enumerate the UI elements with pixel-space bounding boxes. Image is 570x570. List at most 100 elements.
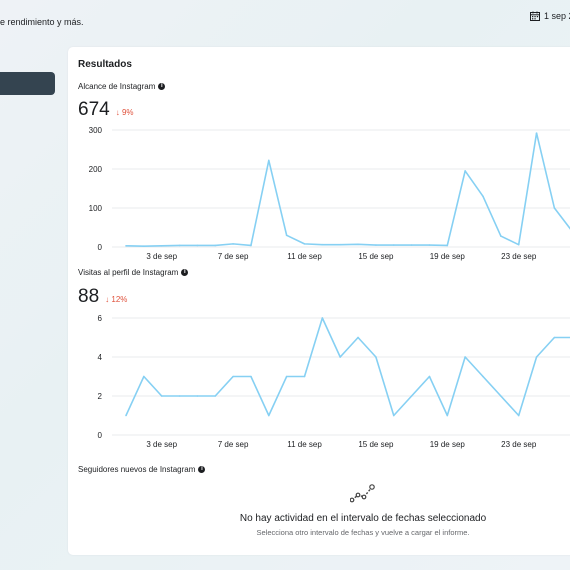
data-point bbox=[178, 395, 181, 397]
followers-label-row: Seguidores nuevos de Instagram i bbox=[78, 465, 206, 474]
data-point bbox=[464, 170, 466, 172]
visits-chart: 0 2 4 6 3 de sep 7 de sep 11 de sep 15 de sep 19… bbox=[98, 314, 570, 449]
followers-label: Seguidores nuevos de Instagram bbox=[78, 465, 196, 474]
empty-state-title: No hay actividad en el intervalo de fech… bbox=[239, 513, 487, 524]
data-point bbox=[125, 245, 127, 247]
data-point bbox=[232, 243, 234, 245]
y-tick-label: 200 bbox=[89, 165, 103, 174]
x-tick-label: 15 de sep bbox=[358, 440, 394, 449]
data-point bbox=[482, 195, 484, 198]
x-tick-label: 23 de sep bbox=[501, 440, 537, 449]
data-point bbox=[535, 356, 538, 358]
y-tick-label: 0 bbox=[98, 431, 103, 440]
visits-value: 88 bbox=[78, 286, 100, 307]
data-point bbox=[143, 375, 145, 378]
data-point bbox=[464, 356, 466, 358]
data-point bbox=[375, 356, 377, 358]
x-tick-label: 19 de sep bbox=[430, 252, 466, 261]
reach-delta-value: 9% bbox=[121, 108, 134, 117]
data-point bbox=[553, 207, 556, 209]
data-point bbox=[214, 244, 217, 247]
x-tick-label: 7 de sep bbox=[218, 252, 249, 261]
data-point bbox=[214, 395, 217, 397]
data-point bbox=[410, 395, 413, 397]
data-point bbox=[500, 395, 502, 397]
y-tick-label: 2 bbox=[98, 392, 103, 401]
data-point bbox=[143, 245, 145, 248]
data-point bbox=[375, 244, 377, 246]
info-icon[interactable]: i bbox=[198, 466, 206, 473]
data-point bbox=[339, 356, 342, 358]
reach-chart: 0 100 200 300 3 de sep 7 de sep 11 de sep 15 de… bbox=[89, 126, 570, 261]
results-title: Resultados bbox=[78, 59, 132, 70]
data-point bbox=[553, 336, 556, 339]
data-point bbox=[250, 244, 252, 247]
x-tick-label: 19 de sep bbox=[430, 440, 466, 449]
data-point bbox=[125, 414, 127, 417]
info-icon[interactable]: i bbox=[181, 269, 189, 276]
sidebar-selected-item[interactable] bbox=[0, 72, 55, 95]
y-tick-label: 300 bbox=[89, 126, 103, 135]
y-tick-label: 0 bbox=[98, 243, 103, 252]
data-point bbox=[446, 244, 449, 247]
data-point bbox=[268, 159, 270, 162]
y-tick-label: 4 bbox=[98, 353, 103, 362]
data-point bbox=[303, 243, 306, 245]
data-point bbox=[321, 317, 324, 319]
info-icon[interactable]: i bbox=[158, 83, 166, 90]
data-point bbox=[339, 243, 342, 246]
visits-delta: ↓ 12% bbox=[105, 295, 128, 304]
date-range-picker[interactable]: 1 sep 2 bbox=[530, 11, 570, 21]
data-point bbox=[357, 243, 359, 246]
data-point bbox=[285, 375, 288, 378]
visits-value-row: 88 ↓ 12% bbox=[78, 286, 127, 308]
visits-label: Visitas al perfil de Instagram bbox=[78, 268, 179, 277]
x-tick-label: 23 de sep bbox=[501, 252, 537, 261]
trend-line-icon bbox=[350, 484, 375, 503]
x-tick-label: 3 de sep bbox=[146, 440, 177, 449]
reach-value-row: 674 ↓ 9% bbox=[78, 99, 134, 121]
data-point bbox=[196, 395, 199, 397]
x-tick-label: 11 de sep bbox=[287, 252, 322, 261]
y-tick-label: 6 bbox=[98, 314, 103, 323]
data-point bbox=[303, 375, 306, 378]
data-point bbox=[285, 234, 288, 237]
series-line bbox=[125, 317, 570, 417]
data-point bbox=[268, 414, 270, 417]
reach-label: Alcance de Instagram bbox=[78, 82, 156, 91]
x-tick-label: 3 de sep bbox=[146, 252, 177, 261]
data-point bbox=[196, 244, 199, 247]
data-point bbox=[357, 336, 359, 339]
data-point bbox=[250, 375, 252, 378]
series-line bbox=[125, 132, 570, 248]
visits-delta-value: 12% bbox=[111, 295, 128, 304]
data-point bbox=[232, 375, 234, 378]
data-point bbox=[446, 414, 449, 417]
x-tick-label: 15 de sep bbox=[358, 252, 394, 261]
data-point bbox=[517, 243, 520, 246]
x-tick-label: 7 de sep bbox=[218, 440, 249, 449]
data-point bbox=[160, 245, 163, 247]
y-tick-label: 100 bbox=[89, 204, 103, 213]
empty-state-subtitle: Selecciona otro intervalo de fechas y vu… bbox=[256, 528, 470, 537]
x-tick-label: 11 de sep bbox=[287, 440, 322, 449]
data-point bbox=[392, 414, 395, 417]
reach-value: 674 bbox=[78, 99, 110, 120]
data-point bbox=[482, 375, 484, 378]
data-point bbox=[500, 235, 502, 237]
date-range-label: 1 sep 2 bbox=[544, 11, 570, 21]
data-point bbox=[517, 414, 520, 417]
visits-label-row: Visitas al perfil de Instagram i bbox=[78, 268, 189, 277]
reach-label-row: Alcance de Instagram i bbox=[78, 82, 166, 91]
results-card: Resultados Alcance de Instagram i 674 ↓ … bbox=[68, 47, 570, 555]
reach-delta: ↓ 9% bbox=[115, 108, 134, 117]
data-point bbox=[160, 395, 163, 397]
data-point bbox=[178, 244, 181, 247]
page-description: e rendimiento y más. bbox=[0, 17, 84, 27]
data-point bbox=[428, 244, 431, 246]
data-point bbox=[392, 244, 395, 246]
data-point bbox=[410, 244, 413, 246]
data-point bbox=[428, 375, 431, 378]
data-point bbox=[535, 132, 538, 134]
data-point bbox=[321, 243, 324, 246]
